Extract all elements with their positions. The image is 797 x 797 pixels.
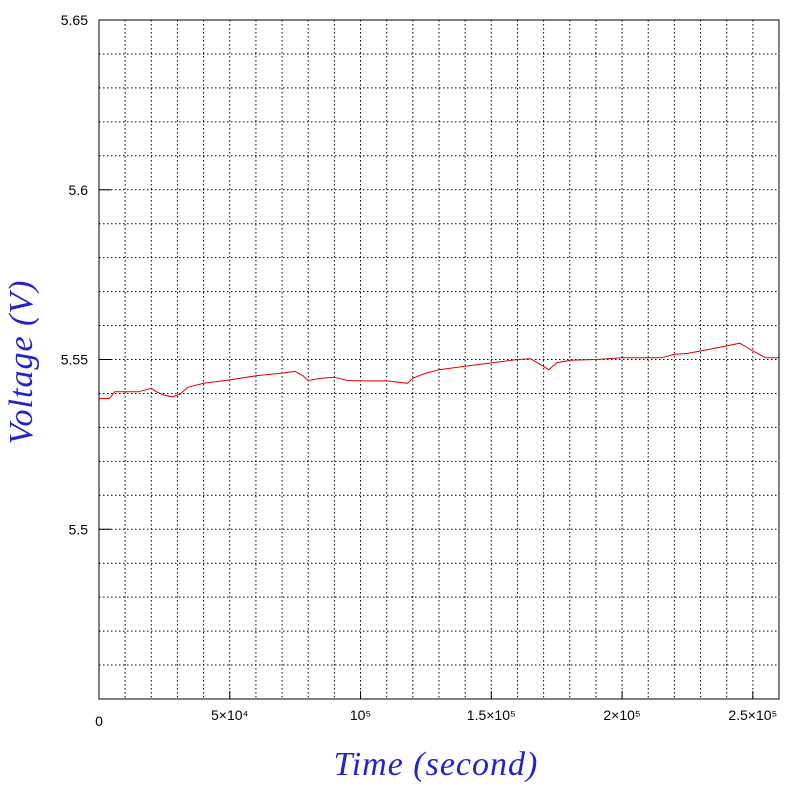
x-tick-label: 2.5×10⁵ (728, 707, 777, 723)
voltage-series-line (99, 342, 779, 399)
x-tick-label: 2×10⁵ (603, 707, 640, 723)
x-axis-ticks: 0 5×10⁴ 10⁵ 1.5×10⁵ 2×10⁵ 2.5×10⁵ (95, 691, 777, 729)
x-tick-label: 0 (95, 713, 103, 729)
y-tick-label: 5.55 (61, 352, 88, 368)
y-tick-label: 5.5 (69, 521, 89, 537)
y-tick-label: 5.65 (61, 12, 88, 28)
grid (99, 20, 779, 699)
x-axis-title: Time (second) (334, 746, 539, 783)
y-tick-label: 5.6 (69, 182, 89, 198)
series-layer (99, 342, 779, 399)
x-tick-label: 1.5×10⁵ (467, 707, 516, 723)
y-axis-ticks: 5.5 5.55 5.6 5.65 (61, 12, 111, 537)
x-tick-label: 10⁵ (350, 707, 371, 723)
y-axis-title: Voltage (V) (3, 280, 40, 445)
x-tick-label: 5×10⁴ (211, 707, 249, 723)
